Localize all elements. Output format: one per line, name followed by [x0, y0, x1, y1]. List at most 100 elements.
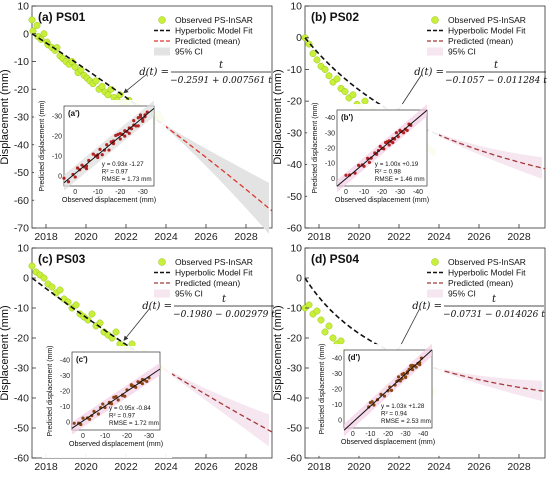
inset-x-axis-label: Observed displacement (mm)	[341, 437, 435, 446]
inset-y-tick-label: -30	[60, 373, 70, 380]
legend-label-observed: Observed PS-InSAR	[448, 257, 526, 267]
predicted-line	[163, 124, 273, 212]
x-tick-label: 2022	[114, 231, 138, 243]
y-tick-label: 10	[290, 243, 302, 255]
y-tick-label: 0	[296, 32, 302, 44]
inset-stat: y = 1.00x +0.19	[375, 161, 419, 168]
legend-marker-observed	[158, 258, 166, 266]
x-tick-label: 2020	[74, 461, 98, 473]
model-equation: d(t) = t −0.1980 − 0.002979 t	[142, 294, 275, 320]
inset-x-tick-label: -30	[395, 189, 405, 196]
inset-x-tick-label: -20	[115, 189, 125, 196]
inset-x-tick-label: -30	[138, 189, 148, 196]
inset-point	[116, 398, 120, 402]
inset-x-tick-label: 0	[81, 433, 85, 440]
inset-x-axis-label: Observed displacement (mm)	[69, 439, 163, 448]
legend-label-fit: Hyperbolic Model Fit	[175, 26, 253, 36]
inset-y-axis-label: Predicted displacement (mm)	[319, 343, 326, 434]
inset-stat: y = 0.93x -1.27	[102, 161, 144, 168]
inset-point	[107, 148, 111, 152]
legend-marker-observed	[158, 16, 166, 24]
inset-y-axis-label: Predicted displacement (mm)	[47, 345, 54, 436]
inset-stat: R² = 0.97	[109, 413, 136, 420]
observed-point	[56, 286, 64, 294]
y-tick-label: -20	[14, 333, 29, 345]
legend-label-predicted: Predicted (mean)	[448, 36, 513, 46]
inset-y-tick-label: 0	[66, 420, 70, 427]
inset-point	[389, 388, 394, 392]
inset-x-tick-label: -20	[383, 431, 393, 438]
inset-regression-line	[336, 109, 428, 187]
observed-point	[28, 16, 36, 24]
inset-point	[367, 160, 371, 164]
equation-lhs: d(t) =	[414, 67, 444, 78]
legend-marker-observed	[431, 16, 439, 24]
equation-denominator: −0.0731 − 0.014026 t	[443, 310, 545, 320]
observed-point	[40, 30, 48, 38]
inset-point	[404, 375, 408, 380]
model-equation: d(t) = t −0.1057 − 0.011284 t	[414, 60, 547, 86]
inset-scatter: 0 -10 -20 -30 0 -10 -20 -30 -40 Observed displace…	[42, 345, 172, 458]
y-tick-label: -30	[14, 363, 29, 375]
legend-label-ci: 95% CI	[175, 47, 203, 57]
x-tick-label: 2024	[427, 231, 451, 243]
inset-point	[98, 147, 102, 151]
inset-x-tick-label: -30	[144, 433, 154, 440]
equation-lhs: d(t) =	[412, 301, 442, 312]
inset-point	[140, 382, 144, 386]
observed-point	[305, 301, 313, 309]
inset-stat: RMSE = 1.72 mm	[109, 420, 159, 427]
y-tick-label: -20	[14, 84, 29, 96]
inset-point	[394, 131, 398, 135]
predicted-line	[436, 368, 546, 392]
legend-label-predicted: Predicted (mean)	[175, 278, 240, 288]
legend-marker-ci	[154, 289, 170, 298]
observed-point	[29, 27, 37, 35]
x-tick-label: 2026	[467, 231, 491, 243]
inset-y-tick-label: -20	[52, 134, 62, 141]
observed-point	[40, 274, 48, 282]
y-tick-label: 0	[23, 28, 29, 40]
observed-point	[325, 72, 333, 80]
inset-point	[382, 394, 387, 398]
inset-stat: RMSE = 2.53 mm	[381, 418, 431, 425]
panel-title: (a) PS01	[38, 10, 86, 24]
inset-y-tick-label: -20	[60, 389, 70, 396]
equation-numerator: t	[222, 294, 227, 305]
x-tick-label: 2028	[234, 231, 258, 243]
y-tick-label: -10	[287, 64, 302, 76]
observed-point	[48, 283, 56, 291]
panel-3: 2018 2020 2022 2024 2026 2028 10 0 -10 -20 -30 -40 -…	[0, 243, 275, 474]
inset-y-tick-label: -40	[325, 115, 335, 122]
observed-point	[321, 328, 329, 336]
y-tick-label: -40	[287, 159, 302, 171]
x-tick-label: 2018	[34, 231, 58, 243]
x-tick-label: 2018	[34, 461, 58, 473]
observed-point	[104, 91, 112, 99]
inset-point	[62, 176, 66, 180]
legend-label-predicted: Predicted (mean)	[448, 278, 513, 288]
observed-point	[92, 77, 100, 85]
y-tick-label: -50	[14, 423, 29, 435]
observed-point	[361, 97, 369, 105]
legend-label-ci: 95% CI	[448, 47, 476, 57]
inset-label: (b')	[341, 113, 353, 122]
observed-point	[88, 310, 96, 318]
inset-point	[118, 131, 122, 136]
inset-y-tick-label: -40	[60, 357, 70, 364]
y-tick-label: -10	[14, 56, 29, 68]
inset-point	[136, 124, 140, 128]
inset-point	[91, 152, 95, 156]
inset-regression-line	[63, 107, 155, 184]
x-tick-label: 2022	[387, 461, 411, 473]
observed-point	[313, 56, 321, 64]
inset-x-tick-label: -10	[365, 431, 375, 438]
inset-point	[84, 167, 89, 171]
inset-regression-line	[343, 349, 433, 431]
y-tick-label: 10	[290, 1, 302, 13]
observed-point	[71, 63, 79, 71]
y-axis-label: Displacement (mm)	[272, 69, 284, 164]
inset-y-tick-label: -10	[60, 404, 70, 411]
